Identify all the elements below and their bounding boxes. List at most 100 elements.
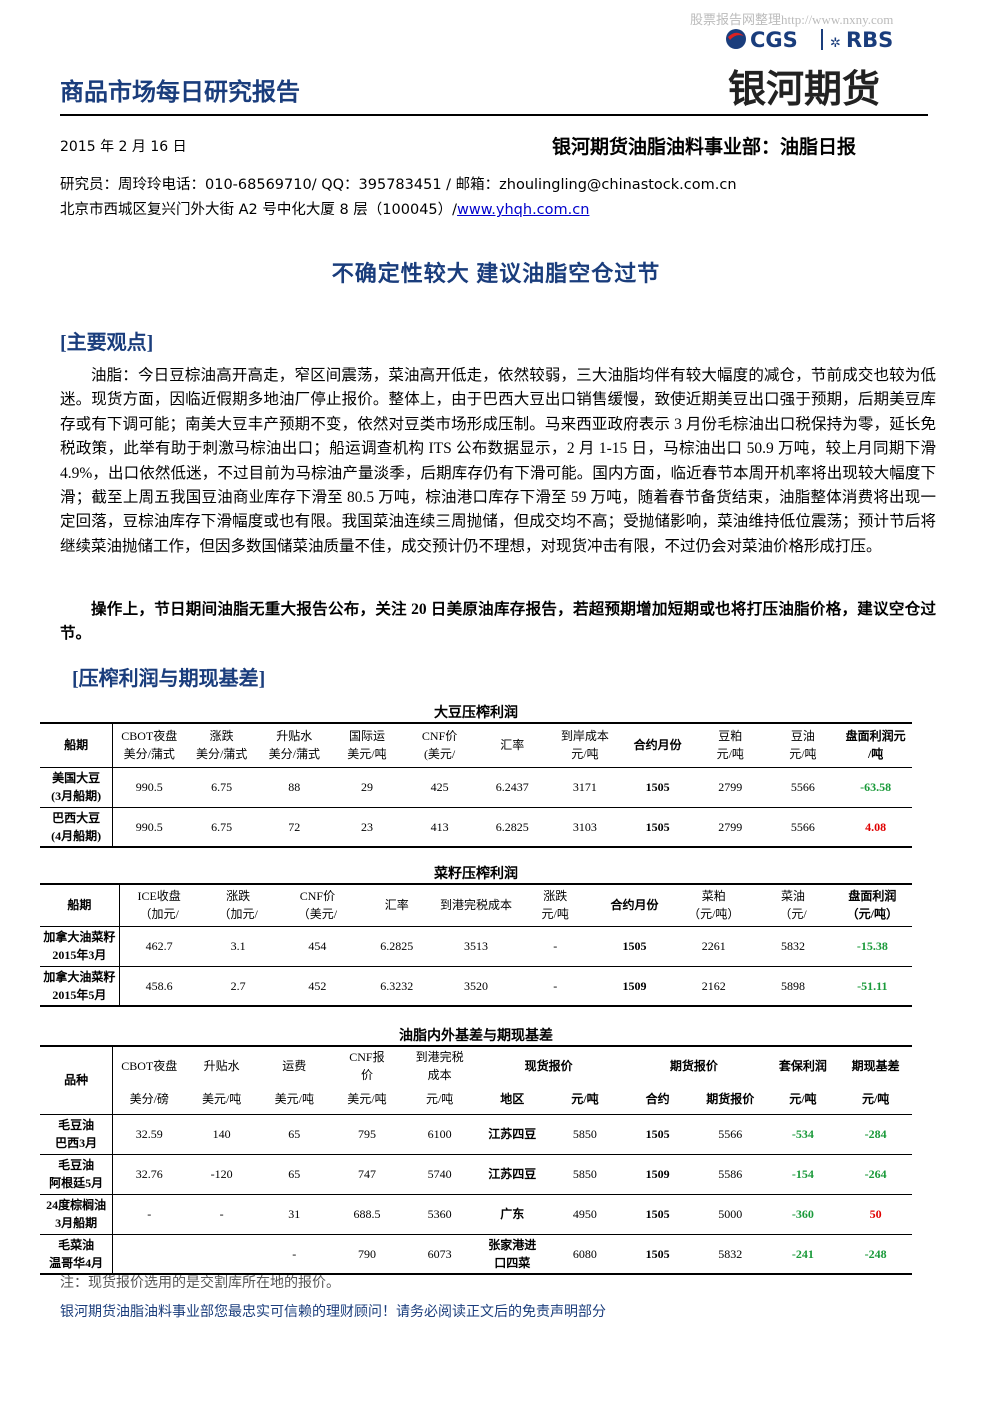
header-cell: 合约月份 — [610, 898, 659, 913]
table-cell: 1509 — [621, 1153, 694, 1194]
header-cell: 涨跌 元/吨 — [541, 889, 569, 922]
table-cell: 江苏四豆 — [475, 1113, 549, 1154]
table-cell: 790 — [330, 1233, 404, 1274]
table-cell: 50 — [839, 1193, 912, 1234]
header-cell: 美元/吨 — [201, 1092, 242, 1107]
header-cell: 美元/吨 — [347, 1092, 387, 1107]
header-cell: 豆粕 元/吨 — [716, 729, 744, 762]
table-cell: 88 — [257, 766, 331, 807]
footer: 银河期货油脂油料事业部您最忠实可信赖的理财顾问！请务必阅读正文后的免责声明部分 — [60, 1305, 606, 1320]
table-title: 菜籽压榨利润 — [434, 867, 518, 882]
header-cell: 到港完税成本 — [439, 898, 512, 913]
table-cell: 5832 — [693, 1233, 767, 1274]
table-cell: 张家港进 口四菜 — [475, 1233, 549, 1274]
table-cell: 458.6 — [119, 965, 199, 1006]
table-cell: -534 — [766, 1113, 840, 1154]
header-cell: 涨跌 （加元/ — [218, 889, 258, 922]
table-row: 24度棕榈油 3月船期 - -31 688.5 5360 广东 4950 1505 5000 -3… — [40, 1193, 912, 1234]
data-table: 品种 CBOT夜盘 升贴水 运费 CNF报 价到港完税 成本 现货报价 期货报价 套保利润 期现… — [40, 1045, 912, 1275]
header-cell: CNF价 （美元/ — [297, 889, 338, 922]
table-cell: 5740 — [403, 1153, 476, 1194]
table-cell: 29 — [330, 766, 404, 807]
logo-name: 银河期货 — [728, 67, 881, 111]
logo-cgs: CGS — [750, 28, 798, 52]
paragraph: 油脂：今日豆棕油高开高走，窄区间震荡，菜油高开低走，依然较弱，三大油脂均伴有较大… — [60, 367, 936, 555]
table-cell: 462.7 — [119, 925, 199, 966]
table-cell: -63.58 — [839, 766, 912, 807]
header-cell: 元/吨 — [789, 1092, 817, 1107]
note: 注：现货报价选用的是交割库所在地的报价。 — [60, 1276, 340, 1291]
svg-text:✲: ✲ — [830, 36, 841, 51]
table-cell: 1505 — [621, 1193, 694, 1234]
table-cell: -360 — [766, 1193, 840, 1234]
table-cell: 2.7 — [198, 965, 278, 1006]
table-cell: 32.59 — [112, 1113, 186, 1154]
address-line: 北京市西城区复兴门外大街 A2 号中化大厦 8 层（100045）/www.yh… — [60, 198, 589, 219]
table-row: 加拿大油菜籽 2015年3月 462.7 3.1 454 6.2825 3513-1505… — [40, 925, 912, 966]
table-cell: 425 — [403, 766, 476, 807]
table-cell: 413 — [403, 806, 476, 847]
table-cell: -248 — [839, 1233, 912, 1274]
table-row: 毛豆油 巴西3月 32.59 140 65 795 6100 江苏四豆 5850 1505 556… — [40, 1113, 912, 1154]
table-cell: 688.5 — [330, 1193, 404, 1234]
section-title: [主要观点] — [60, 332, 154, 354]
header-cell: 元/吨 — [571, 1092, 599, 1107]
table-cell: 5850 — [548, 1153, 622, 1194]
table-cell: 6.2437 — [475, 766, 549, 807]
table-cell: 31 — [257, 1193, 331, 1234]
table-cell: 5000 — [693, 1193, 767, 1234]
table-cell: 6.75 — [185, 766, 258, 807]
header-cell: 盘面利润 （元/吨） — [846, 889, 898, 922]
table-cell: 23 — [330, 806, 404, 847]
table-cell: 990.5 — [112, 766, 186, 807]
header-cell: 升贴水 — [203, 1059, 240, 1073]
date: 2015 年 2 月 16 日 — [60, 139, 187, 155]
header-cell: 汇率 — [500, 738, 525, 753]
table-cell: 5832 — [753, 925, 833, 966]
table-cell: 2261 — [674, 925, 754, 966]
data-table: 船期 CBOT夜盘 美分/蒲式 涨跌 美分/蒲式 升贴水 美分/蒲式 国际运 美元/吨 C… — [40, 722, 912, 848]
header-cell: 船期 — [40, 884, 120, 926]
table-cell: 452 — [277, 965, 358, 1006]
table-title: 油脂内外基差与期现基差 — [399, 1029, 553, 1044]
header-cell: 到港完税 成本 — [415, 1050, 464, 1082]
header-row: 品种 CBOT夜盘 升贴水 运费 CNF报 价到港完税 成本 现货报价 期货报价 套保利润 期现… — [40, 1046, 912, 1114]
header-cell: 到岸成本 元/吨 — [560, 729, 609, 762]
header-cell: 国际运 美元/吨 — [347, 729, 387, 762]
section-title: [压榨利润与期现基差] — [72, 668, 266, 690]
header-cell: 元/吨 — [425, 1092, 454, 1107]
table-cell: 加拿大油菜籽 2015年5月 — [40, 965, 120, 1006]
table-cell: -120 — [185, 1153, 258, 1194]
header-cell: 套保利润 — [778, 1059, 827, 1073]
table-cell: 1505 — [621, 806, 694, 847]
header-rule — [60, 114, 928, 116]
header-cell: CNF价 (美元/ — [421, 729, 458, 762]
header-cell: 盘面利润元 /吨 — [845, 729, 906, 762]
table-cell: 795 — [330, 1113, 404, 1154]
header-cell: 现货报价 — [524, 1059, 573, 1073]
table-cell: 747 — [330, 1153, 404, 1194]
table-cell: - — [515, 965, 595, 1006]
table-cell: 65 — [257, 1153, 331, 1194]
table-cell: 江苏四豆 — [475, 1153, 549, 1194]
table-cell: 5850 — [548, 1113, 622, 1154]
table-cell: 2799 — [693, 806, 767, 847]
table-cell: 6.3232 — [357, 965, 437, 1006]
table-cell: 1509 — [594, 965, 675, 1006]
table-cell: 3.1 — [198, 925, 278, 966]
table-title: 大豆压榨利润 — [434, 706, 518, 721]
website[interactable]: www.yhqh.com.cn — [457, 202, 590, 218]
table-cell: 5566 — [766, 766, 840, 807]
headline: 不确定性较大 建议油脂空仓过节 — [331, 261, 661, 286]
table-cell: 5360 — [403, 1193, 476, 1234]
header-cell: 菜油 （元/ — [779, 889, 807, 922]
table-cell: 美国大豆 (3月船期) — [40, 766, 114, 807]
table-cell: 6.75 — [185, 806, 258, 847]
table-cell: 140 — [185, 1113, 258, 1154]
header-cell: CNF报 价 — [349, 1050, 385, 1082]
header-cell: 运费 — [282, 1059, 307, 1073]
table-cell: 6.2825 — [357, 925, 437, 966]
header-cell: 汇率 — [384, 898, 409, 913]
table-cell: -154 — [766, 1153, 840, 1194]
header-cell: 合约月份 — [633, 738, 682, 753]
